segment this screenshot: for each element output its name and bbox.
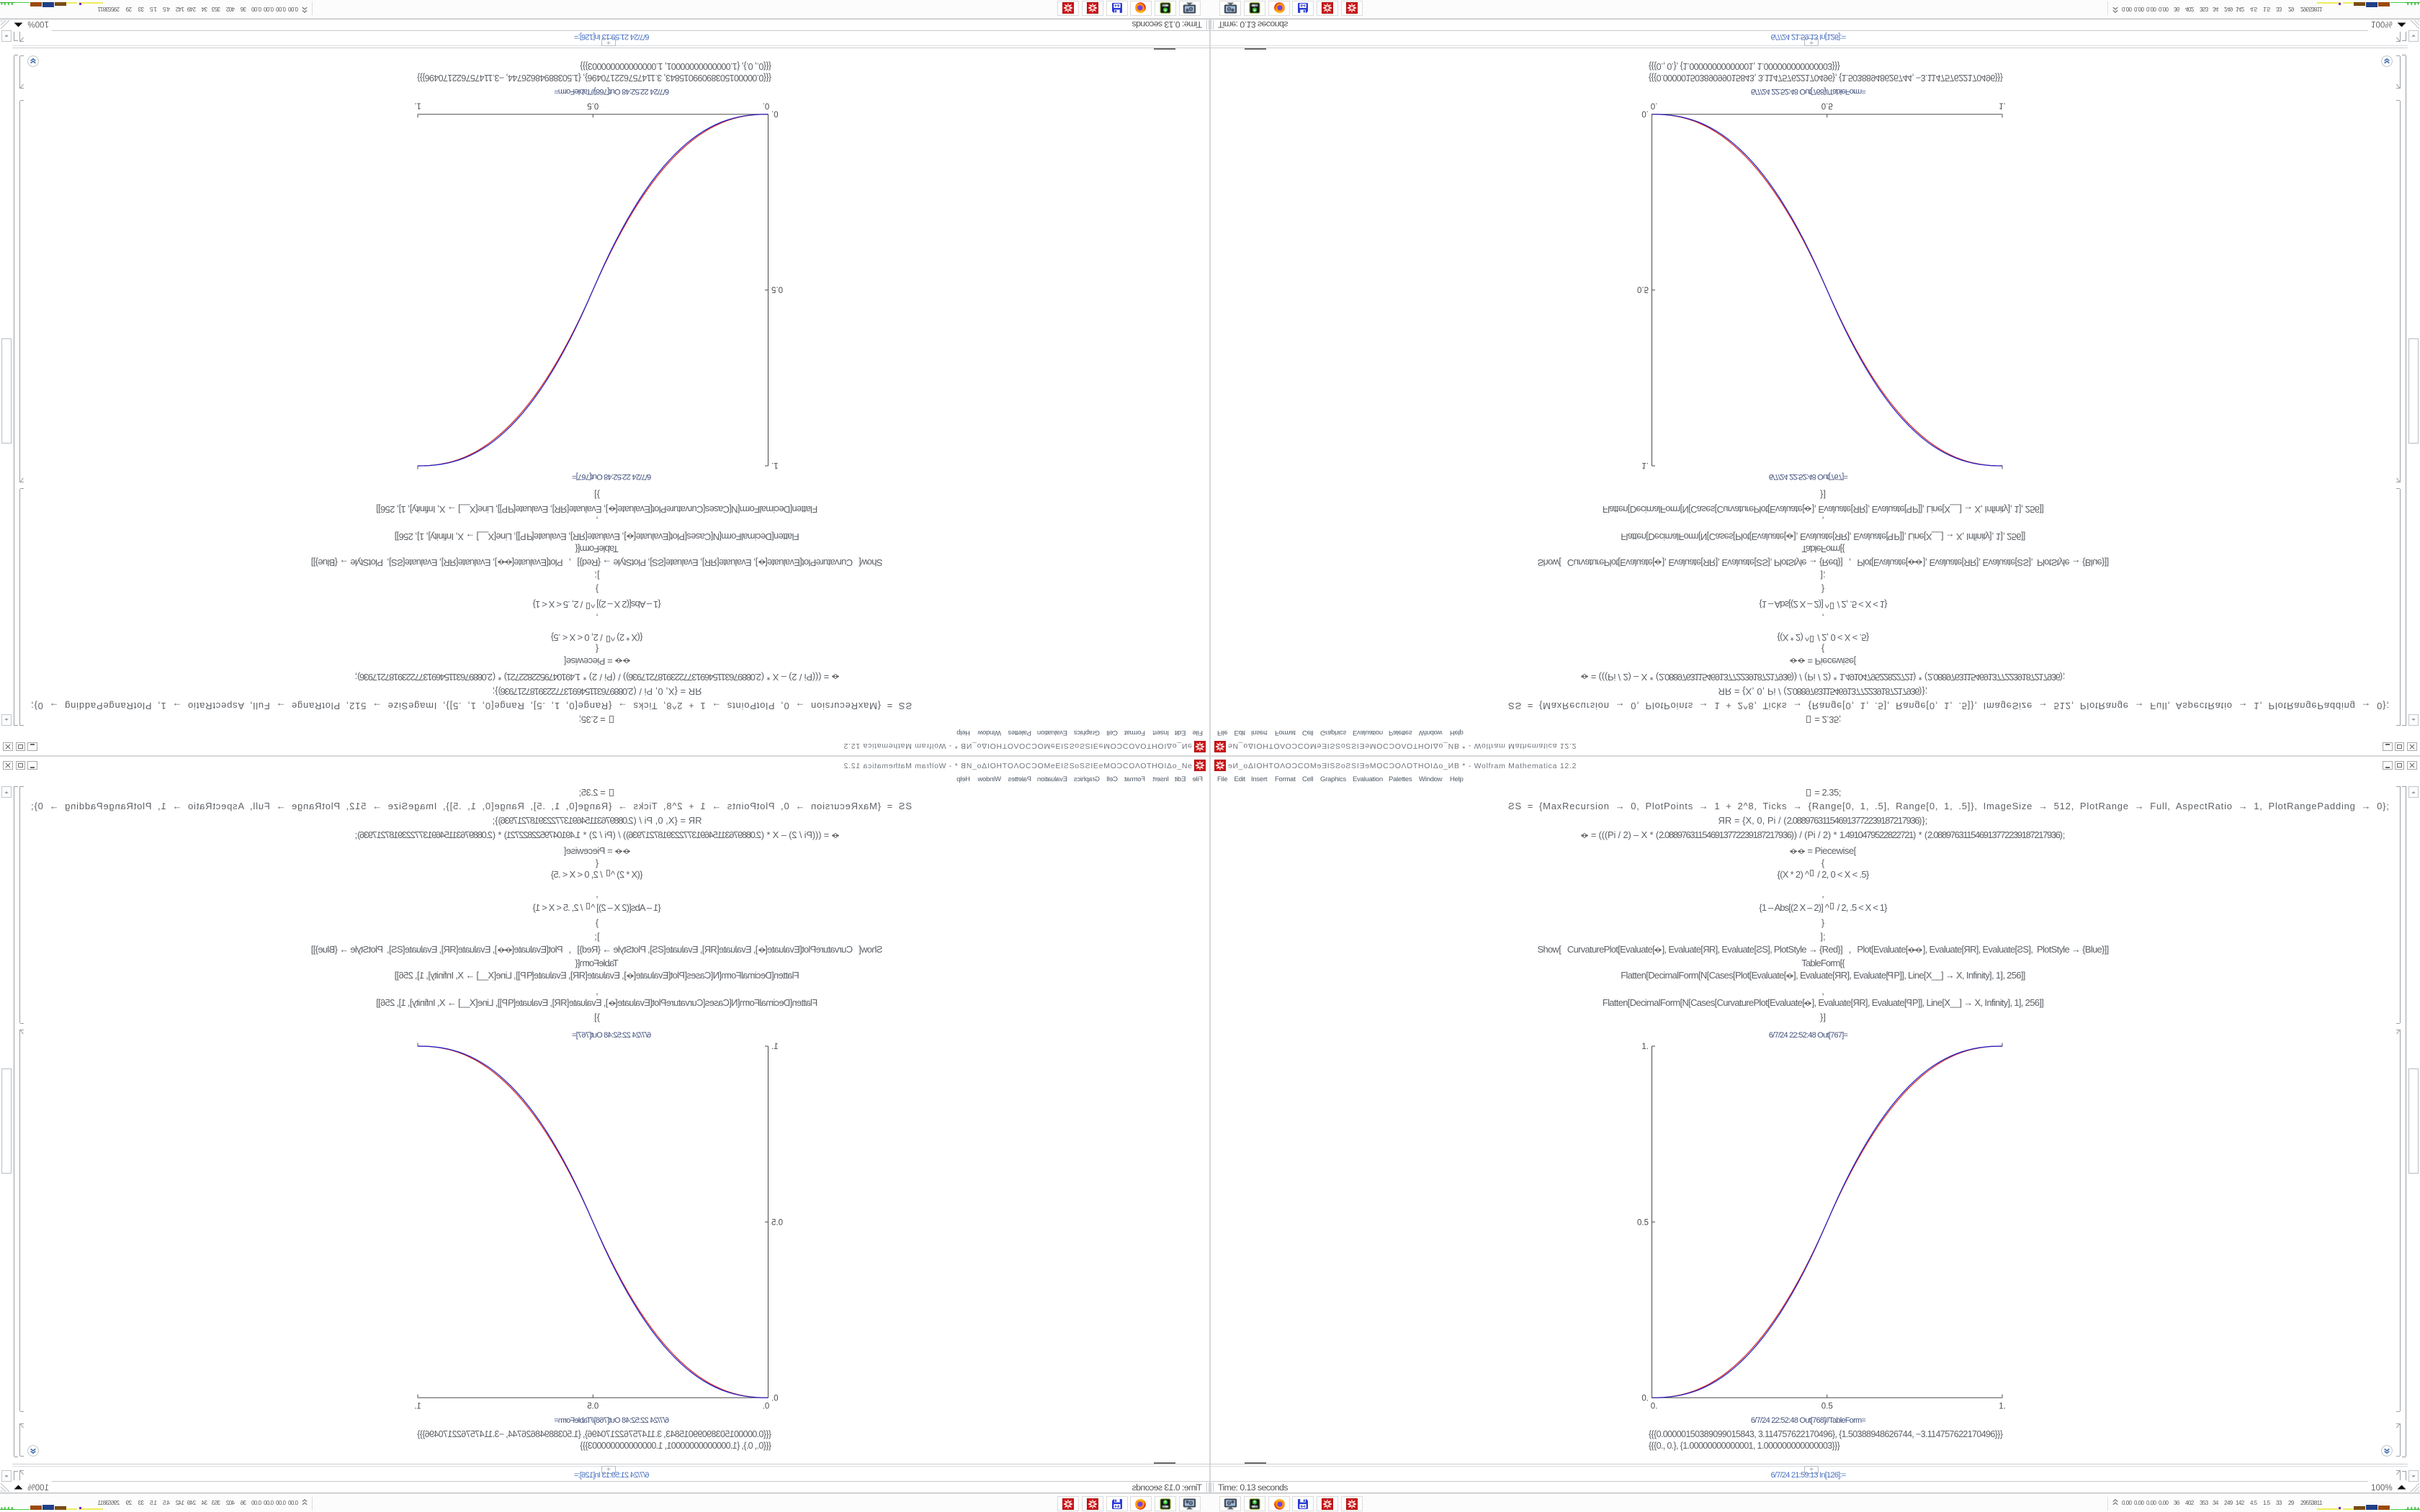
svg-text:0.5: 0.5 xyxy=(771,285,783,294)
svg-text:1.: 1. xyxy=(1999,102,2006,110)
svg-text:0.5: 0.5 xyxy=(771,1218,783,1227)
svg-text:0.5: 0.5 xyxy=(1637,1218,1649,1227)
svg-text:1.: 1. xyxy=(1641,1043,1649,1051)
svg-text:1.: 1. xyxy=(414,1402,421,1410)
svg-text:64: 64 xyxy=(1301,1504,1306,1509)
svg-text:1.: 1. xyxy=(771,1043,779,1051)
svg-text:1.: 1. xyxy=(1641,461,1649,469)
svg-text:0.: 0. xyxy=(1651,1402,1658,1410)
svg-text:0.5: 0.5 xyxy=(1821,102,1833,110)
svg-text:0.: 0. xyxy=(771,109,779,118)
svg-text:0.5: 0.5 xyxy=(1821,1402,1833,1410)
svg-text:64: 64 xyxy=(1114,1504,1119,1509)
svg-text:0.: 0. xyxy=(763,1402,770,1410)
svg-text:0.5: 0.5 xyxy=(1637,285,1649,294)
svg-text:0.: 0. xyxy=(763,102,770,110)
svg-text:0.: 0. xyxy=(771,1395,779,1403)
svg-text:64: 64 xyxy=(1301,3,1306,8)
svg-text:0.5: 0.5 xyxy=(587,1402,599,1410)
svg-text:0.: 0. xyxy=(1641,1395,1649,1403)
svg-text:1.: 1. xyxy=(771,461,779,469)
svg-text:0.: 0. xyxy=(1651,102,1658,110)
svg-text:1.: 1. xyxy=(414,102,421,110)
svg-text:0.: 0. xyxy=(1641,109,1649,118)
svg-text:1.: 1. xyxy=(1999,1402,2006,1410)
svg-text:64: 64 xyxy=(1114,3,1119,8)
svg-text:0.5: 0.5 xyxy=(587,102,599,110)
